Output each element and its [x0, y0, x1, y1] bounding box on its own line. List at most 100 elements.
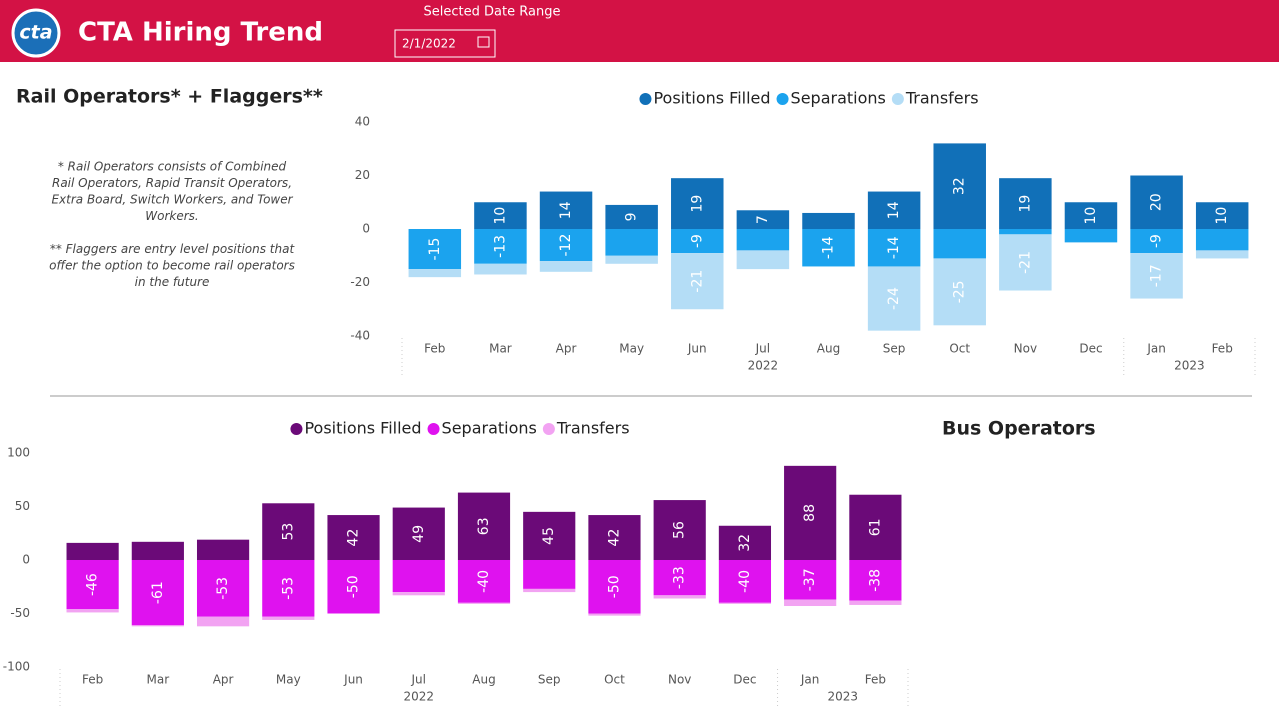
- bar-segment: [474, 202, 527, 229]
- value-label: -9: [1149, 234, 1165, 248]
- bar-segment: [605, 255, 658, 264]
- bar-segment: [1195, 202, 1249, 229]
- legend-label: Separations: [791, 89, 886, 108]
- value-label: -40: [737, 570, 753, 593]
- value-label: -15: [427, 238, 443, 261]
- legend-label: Transfers: [905, 89, 979, 108]
- value-label: -61: [150, 581, 166, 604]
- bar-segment: [802, 212, 855, 229]
- x-tick-label: May: [276, 673, 301, 687]
- bar-segment: [131, 541, 184, 560]
- bar-segment: [196, 616, 250, 627]
- x-tick-label: Dec: [1079, 342, 1102, 356]
- bus-title: Bus Operators: [942, 418, 1096, 440]
- bar-segment: [523, 560, 576, 589]
- bar-segment: [327, 560, 380, 614]
- bar-segment: [474, 263, 527, 275]
- logo: [11, 8, 61, 58]
- value-label: -53: [215, 577, 231, 600]
- value-label: 49: [411, 525, 427, 543]
- value-label: 14: [558, 201, 574, 219]
- bar-segment: [849, 600, 902, 605]
- bar-segment: [671, 229, 724, 254]
- value-label: -46: [85, 573, 101, 596]
- value-label: -17: [1149, 264, 1165, 287]
- bar-segment: [457, 560, 511, 603]
- y-tick-label: -50: [10, 606, 30, 620]
- legend-swatch: [427, 423, 440, 435]
- value-label: 7: [755, 215, 771, 224]
- bar-segment: [605, 229, 658, 256]
- note-line: Rail Operators, Rapid Transit Operators,: [52, 176, 292, 190]
- bar-segment: [392, 507, 445, 560]
- bar-segment: [1130, 253, 1183, 299]
- x-tick-label: Apr: [556, 342, 577, 356]
- bar-segment: [131, 560, 184, 626]
- bar-segment: [736, 229, 790, 251]
- x-tick-label: Jan: [800, 673, 820, 687]
- bar-segment: [66, 609, 119, 613]
- bar-segment: [408, 269, 462, 278]
- bar-segment: [784, 465, 837, 560]
- y-tick-label: 0: [362, 222, 370, 236]
- value-label: 42: [346, 529, 362, 547]
- legend-swatch: [776, 93, 789, 105]
- legend-swatch: [891, 93, 904, 105]
- value-label: 10: [492, 207, 508, 225]
- rail-title: Rail Operators* + Flaggers**: [16, 86, 323, 108]
- x-tick-label: Jul: [755, 342, 770, 356]
- bar-segment: [933, 258, 986, 326]
- bar-segment: [1064, 229, 1118, 243]
- legend-label: Separations: [442, 419, 537, 438]
- bar-segment: [474, 229, 527, 264]
- value-label: -21: [1017, 251, 1033, 274]
- value-label: -9: [689, 234, 705, 248]
- bar-segment: [999, 178, 1052, 229]
- x-group-label: 2022: [403, 690, 434, 704]
- bar-segment: [262, 503, 315, 560]
- bar-segment: [867, 191, 921, 229]
- y-tick-label: -20: [350, 275, 370, 289]
- legend-swatch: [639, 93, 652, 105]
- value-label: 10: [1083, 207, 1099, 225]
- date-box[interactable]: [394, 29, 496, 58]
- value-label: -13: [492, 235, 508, 258]
- logo-text: cta: [19, 22, 52, 44]
- bar-segment: [66, 560, 119, 610]
- value-label: 19: [689, 195, 705, 213]
- bar-segment: [867, 266, 921, 331]
- bar-segment: [718, 525, 772, 560]
- value-label: 88: [802, 504, 818, 522]
- x-tick-label: Sep: [538, 673, 561, 687]
- value-label: 19: [1017, 195, 1033, 213]
- note-line: in the future: [135, 275, 210, 289]
- value-label: -12: [558, 234, 574, 257]
- x-tick-label: Dec: [733, 673, 756, 687]
- bar-segment: [671, 178, 724, 229]
- value-label: -24: [886, 287, 902, 310]
- bar-segment: [1130, 229, 1183, 254]
- legend-swatch: [290, 423, 303, 435]
- note-line: Extra Board, Switch Workers, and Tower: [51, 193, 293, 207]
- bar-segment: [999, 234, 1052, 291]
- date-value: 2/1/2022: [402, 37, 456, 51]
- note-line: offer the option to become rail operator…: [49, 259, 295, 273]
- note-line: ** Flaggers are entry level positions th…: [50, 242, 296, 256]
- x-tick-label: Feb: [865, 673, 886, 687]
- bar-segment: [867, 229, 921, 267]
- x-tick-label: Aug: [817, 342, 840, 356]
- x-tick-label: Aug: [472, 673, 495, 687]
- value-label: 63: [476, 517, 492, 535]
- bar-segment: [523, 588, 576, 593]
- calendar-icon[interactable]: [477, 36, 490, 48]
- bar-segment: [1195, 250, 1249, 259]
- y-tick-label: 100: [7, 446, 30, 460]
- value-label: -33: [672, 566, 688, 589]
- bar-segment: [1064, 202, 1118, 229]
- value-label: -14: [886, 236, 902, 259]
- value-label: -53: [280, 577, 296, 600]
- value-label: 20: [1149, 193, 1165, 211]
- value-label: 9: [624, 213, 640, 222]
- x-tick-label: Sep: [883, 342, 906, 356]
